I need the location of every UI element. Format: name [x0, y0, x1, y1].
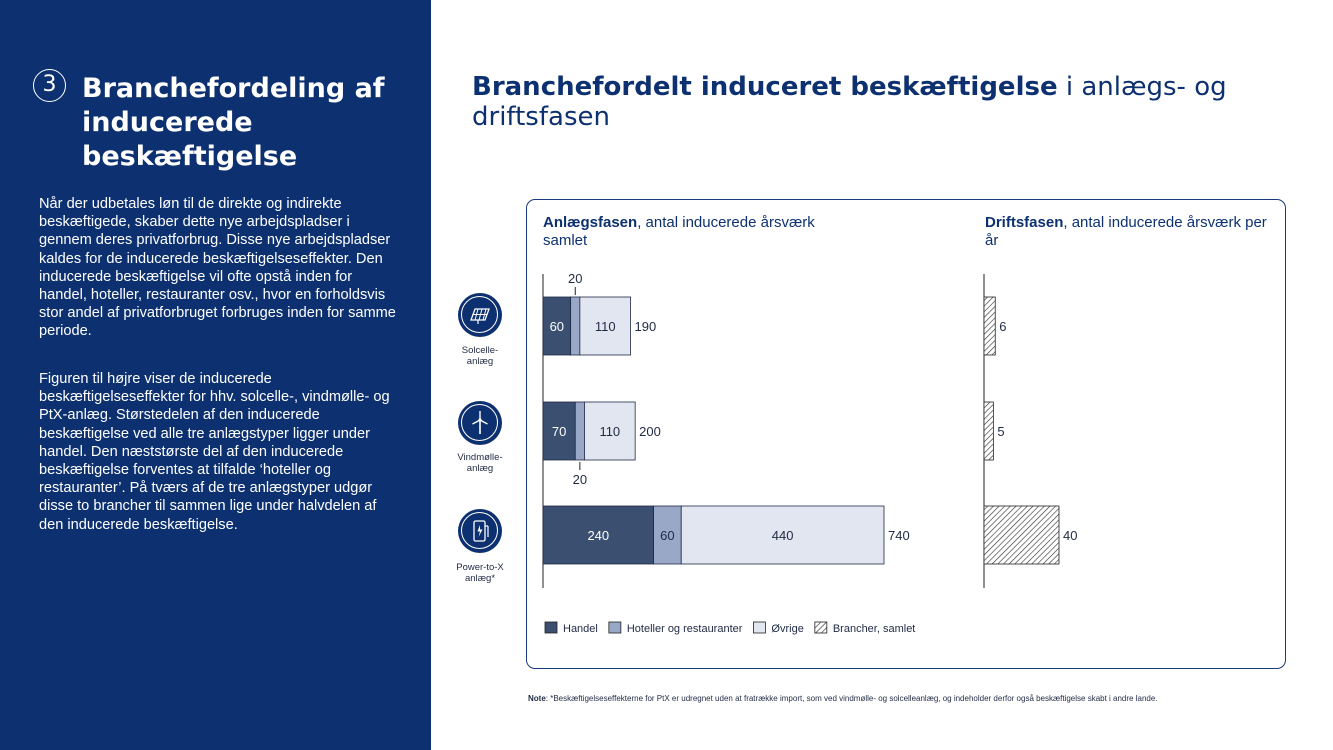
bar-drift-2 — [983, 505, 1060, 565]
ptx-icon — [458, 509, 502, 553]
anlaeg-heading: Anlægsfasen, antal inducerede årsværk sa… — [543, 214, 863, 250]
data-label-anlaeg-2-1: 60 — [660, 528, 674, 543]
section-title: Branchefordeling af inducerede beskæftig… — [82, 73, 385, 172]
legend-swatch-3 — [814, 621, 828, 634]
total-label-anlaeg-2: 740 — [888, 528, 910, 543]
legend-swatch-1 — [608, 621, 622, 634]
data-label-drift-2: 40 — [1063, 528, 1077, 543]
total-label-anlaeg-0: 190 — [635, 319, 657, 334]
data-label-anlaeg-2-2: 440 — [772, 528, 794, 543]
legend-swatch-0 — [544, 621, 558, 634]
footnote-text: : *Beskæftigelseseffekterne for PtX er u… — [545, 694, 1158, 703]
intro-paragraph-2: Figuren til højre viser de inducerede be… — [39, 371, 390, 533]
bar-anlaeg-2-1 — [653, 505, 682, 565]
page-title: Branchefordelt induceret beskæftigelse i… — [472, 72, 1272, 132]
solar-panel-icon — [458, 293, 502, 337]
intro-paragraph-1: Når der udbetales løn til de direkte og … — [39, 196, 396, 340]
footnote-label: Note — [528, 694, 546, 703]
bar-drift-0 — [983, 296, 996, 356]
bar-anlaeg-1-1 — [574, 401, 585, 461]
data-label-drift-0: 6 — [999, 319, 1006, 334]
data-label-drift-1: 5 — [997, 424, 1004, 439]
category-label-ptx: Power-to-X anlæg* — [450, 562, 510, 584]
legend-label-2: Øvrige — [771, 623, 803, 635]
chart-layer: 60 20 110 190 70 20 110 200 240 60 440 740 6 5 40 Hande… — [542, 271, 1077, 635]
legend-label-0: Handel — [563, 623, 598, 635]
drift-heading-bold: Driftsfasen — [985, 214, 1064, 231]
footnote: Note: *Beskæftigelseseffekterne for PtX … — [528, 694, 1308, 703]
wind-turbine-icon — [458, 401, 502, 445]
bar-anlaeg-2-2 — [680, 505, 885, 565]
legend-label-3: Brancher, samlet — [833, 623, 916, 635]
legend-label-1: Hoteller og restauranter — [627, 623, 743, 635]
page-title-bold: Branchefordelt induceret beskæftigelse — [472, 72, 1058, 102]
category-label-solar: Solcelle-anlæg — [450, 345, 510, 367]
bar-anlaeg-0-2 — [579, 296, 631, 356]
data-label-anlaeg-1-2: 110 — [599, 424, 620, 439]
section-number-badge: 3 — [33, 69, 66, 102]
data-label-anlaeg-0-2: 110 — [595, 319, 616, 334]
category-label-wind: Vindmølle-anlæg — [450, 452, 510, 474]
anlaeg-heading-rest: , antal inducerede årsværk samlet — [543, 214, 815, 249]
data-label-anlaeg-0-1: 20 — [568, 271, 582, 286]
category-label-wind-text: Vindmølle-anlæg — [457, 452, 503, 474]
drift-heading: Driftsfasen, antal inducerede årsværk pe… — [985, 214, 1275, 250]
data-label-anlaeg-1-1: 20 — [573, 472, 587, 487]
total-label-anlaeg-1: 200 — [639, 424, 661, 439]
page-title-rest: i anlægs- og driftsfasen — [472, 72, 1227, 132]
chart-panel — [526, 199, 1286, 669]
data-label-anlaeg-2-0: 240 — [587, 528, 609, 543]
drift-heading-rest: , antal inducerede årsværk per år — [985, 214, 1267, 249]
bar-drift-1 — [983, 401, 994, 461]
legend-swatch-2 — [753, 621, 766, 634]
category-label-ptx-text: Power-to-X anlæg* — [456, 562, 504, 584]
left-panel: 3 Branchefordeling af inducerede beskæft… — [0, 0, 431, 750]
bar-anlaeg-0-1 — [570, 296, 581, 356]
bar-anlaeg-0-0 — [542, 296, 572, 356]
bar-anlaeg-1-2 — [584, 401, 636, 461]
bar-anlaeg-1-0 — [542, 401, 576, 461]
bar-anlaeg-2-0 — [542, 505, 654, 565]
data-label-anlaeg-0-0: 60 — [550, 319, 564, 334]
data-label-anlaeg-1-0: 70 — [552, 424, 566, 439]
category-label-solar-text: Solcelle-anlæg — [461, 345, 499, 367]
anlaeg-heading-bold: Anlægsfasen — [543, 214, 638, 231]
